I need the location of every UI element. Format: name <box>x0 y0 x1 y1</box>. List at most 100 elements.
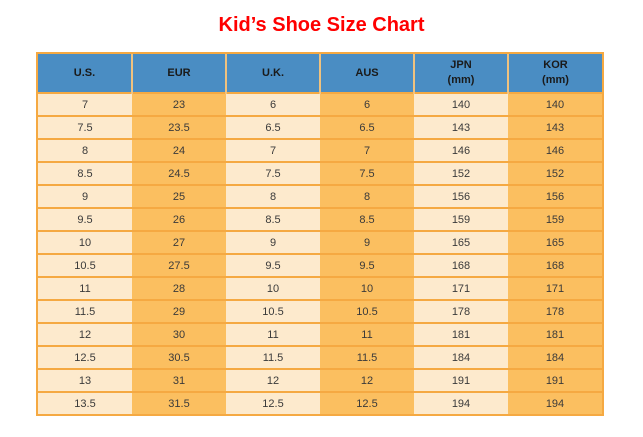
table-cell: 11.5 <box>226 345 320 369</box>
table-cell: 140 <box>508 92 602 116</box>
table-cell: 12.5 <box>226 391 320 414</box>
table-cell: 184 <box>414 345 508 369</box>
shoe-size-table-container: U.S. EUR U.K. AUS <box>36 52 604 416</box>
table-cell: 171 <box>508 276 602 300</box>
column-header-kor: KOR (mm) <box>507 54 602 93</box>
column-header-label: AUS <box>355 66 379 79</box>
table-cell: 9 <box>38 184 132 208</box>
table-cell: 165 <box>414 230 508 254</box>
table-cell: 191 <box>414 368 508 392</box>
table-cell: 8 <box>38 138 132 162</box>
table-cell: 143 <box>508 115 602 139</box>
table-cell: 7 <box>226 138 320 162</box>
table-cell: 7.5 <box>320 161 414 185</box>
table-cell: 12 <box>226 368 320 392</box>
table-cell: 30 <box>132 322 226 346</box>
table-cell: 10 <box>320 276 414 300</box>
table-row: 8.5 24.5 7.5 7.5 152 152 <box>38 161 602 185</box>
table-cell: 28 <box>132 276 226 300</box>
table-cell: 30.5 <box>132 345 226 369</box>
table-cell: 178 <box>508 299 602 323</box>
table-cell: 9 <box>226 230 320 254</box>
table-cell: 11.5 <box>38 299 132 323</box>
table-row: 9.5 26 8.5 8.5 159 159 <box>38 207 602 231</box>
table-cell: 140 <box>414 92 508 116</box>
table-cell: 156 <box>508 184 602 208</box>
table-cell: 7.5 <box>38 115 132 139</box>
table-body: 7 23 6 6 140 140 7.5 23.5 6.5 6.5 143 143 8 24 7 7 146 14… <box>38 92 602 414</box>
table-cell: 24 <box>132 138 226 162</box>
table-cell: 25 <box>132 184 226 208</box>
table-cell: 168 <box>414 253 508 277</box>
column-header-uk: U.K. <box>225 54 320 93</box>
column-header-label: U.S. <box>73 66 96 79</box>
table-cell: 23 <box>132 92 226 116</box>
table-row: 11 28 10 10 171 171 <box>38 276 602 300</box>
table-cell: 7 <box>320 138 414 162</box>
table-cell: 178 <box>414 299 508 323</box>
table-cell: 10 <box>226 276 320 300</box>
table-cell: 9.5 <box>38 207 132 231</box>
table-row: 10.5 27.5 9.5 9.5 168 168 <box>38 253 602 277</box>
table-cell: 27 <box>132 230 226 254</box>
table-cell: 152 <box>414 161 508 185</box>
table-cell: 13.5 <box>38 391 132 414</box>
column-header-label: U.K. <box>262 66 284 79</box>
table-cell: 146 <box>508 138 602 162</box>
table-cell: 181 <box>414 322 508 346</box>
table-cell: 11.5 <box>320 345 414 369</box>
column-header-label: KOR <box>543 59 568 72</box>
table-row: 8 24 7 7 146 146 <box>38 138 602 162</box>
table-cell: 11 <box>226 322 320 346</box>
table-row: 9 25 8 8 156 156 <box>38 184 602 208</box>
table-cell: 159 <box>414 207 508 231</box>
table-cell: 168 <box>508 253 602 277</box>
table-row: 10 27 9 9 165 165 <box>38 230 602 254</box>
table-cell: 13 <box>38 368 132 392</box>
page-title: Kid’s Shoe Size Chart <box>218 14 425 36</box>
column-header-us: U.S. <box>38 54 132 93</box>
table-cell: 8.5 <box>320 207 414 231</box>
table-cell: 194 <box>508 391 602 414</box>
table-cell: 31 <box>132 368 226 392</box>
table-row: 7 23 6 6 140 140 <box>38 92 602 116</box>
table-cell: 12.5 <box>320 391 414 414</box>
table-cell: 8.5 <box>226 207 320 231</box>
table-cell: 10.5 <box>320 299 414 323</box>
table-cell: 11 <box>320 322 414 346</box>
table-cell: 156 <box>414 184 508 208</box>
table-cell: 9 <box>320 230 414 254</box>
table-cell: 165 <box>508 230 602 254</box>
table-cell: 23.5 <box>132 115 226 139</box>
table-cell: 27.5 <box>132 253 226 277</box>
table-cell: 8 <box>320 184 414 208</box>
table-cell: 7.5 <box>226 161 320 185</box>
table-cell: 12.5 <box>38 345 132 369</box>
table-cell: 10.5 <box>38 253 132 277</box>
column-header-label: JPN <box>450 59 472 72</box>
column-header-aus: AUS <box>319 54 414 93</box>
table-cell: 143 <box>414 115 508 139</box>
column-header-jpn: JPN (mm) <box>413 54 508 93</box>
table-cell: 6 <box>226 92 320 116</box>
column-header-sublabel: (mm) <box>447 74 475 86</box>
table-cell: 159 <box>508 207 602 231</box>
table-row: 13 31 12 12 191 191 <box>38 368 602 392</box>
table-cell: 181 <box>508 322 602 346</box>
table-cell: 26 <box>132 207 226 231</box>
table-cell: 152 <box>508 161 602 185</box>
table-cell: 194 <box>414 391 508 414</box>
table-cell: 10 <box>38 230 132 254</box>
table-cell: 6.5 <box>320 115 414 139</box>
table-cell: 24.5 <box>132 161 226 185</box>
table-header-row: U.S. EUR U.K. AUS <box>38 54 602 93</box>
table-cell: 6 <box>320 92 414 116</box>
table-cell: 7 <box>38 92 132 116</box>
table-cell: 146 <box>414 138 508 162</box>
column-header-label: EUR <box>167 66 191 79</box>
table-row: 12.5 30.5 11.5 11.5 184 184 <box>38 345 602 369</box>
table-header: U.S. EUR U.K. AUS <box>38 54 602 93</box>
table-cell: 9.5 <box>226 253 320 277</box>
shoe-size-table: U.S. EUR U.K. AUS <box>38 54 602 414</box>
